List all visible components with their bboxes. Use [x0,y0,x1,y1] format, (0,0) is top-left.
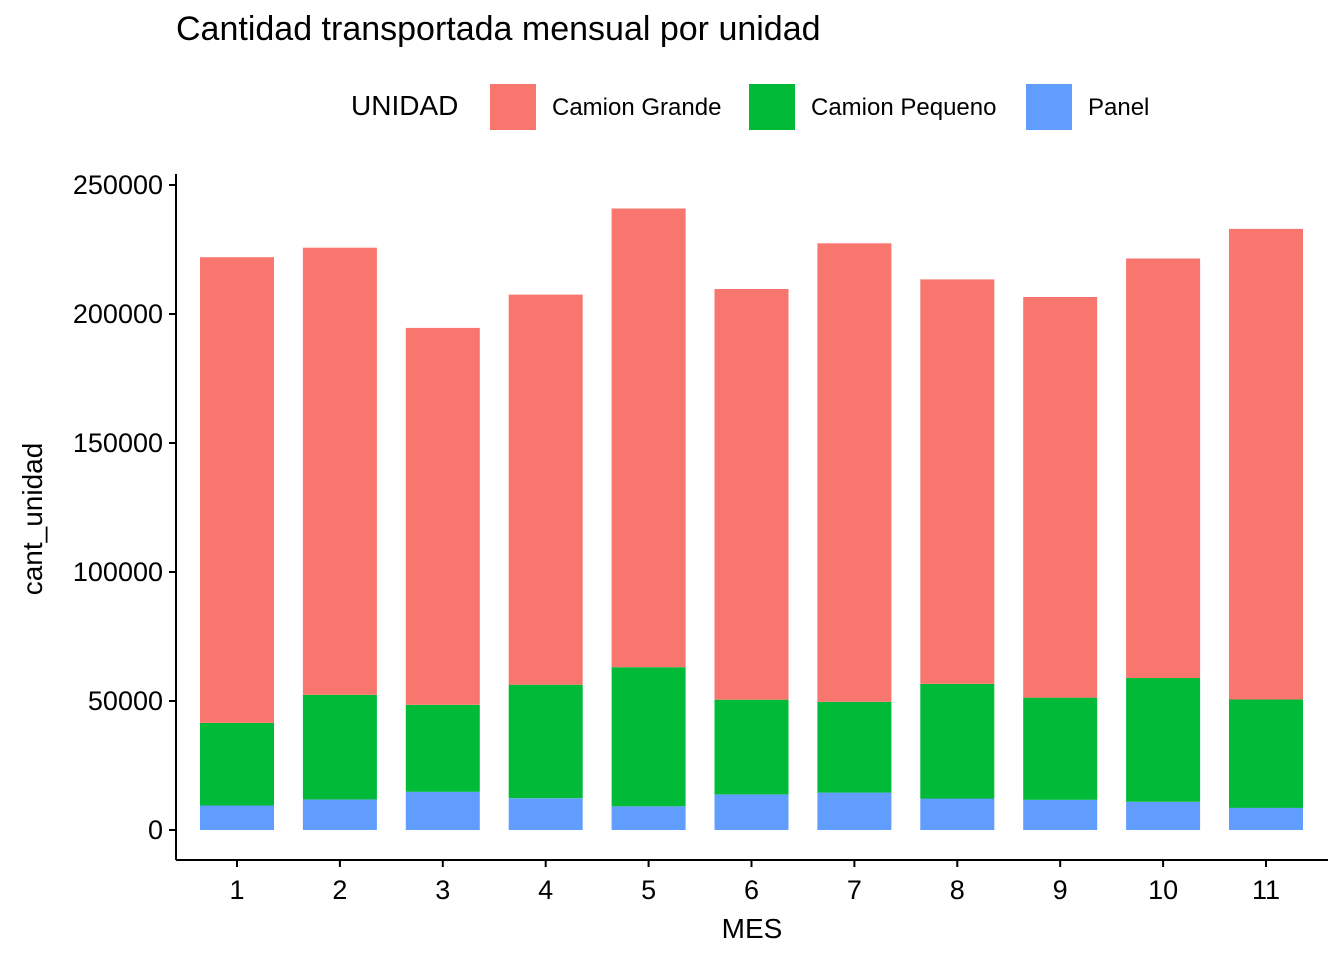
y-tick-label: 250000 [73,170,163,200]
bar-camion-pequeno-mes-10 [1126,678,1201,802]
bar-panel-mes-9 [1023,799,1098,830]
y-tick-label: 50000 [88,686,163,716]
bar-camion-pequeno-mes-3 [405,704,480,792]
y-axis-title: cant_unidad [17,443,48,596]
bar-panel-mes-1 [200,805,274,830]
x-axis-title: MES [722,913,783,944]
legend-swatch-camion-pequeno [749,84,795,130]
chart-title: Cantidad transportada mensual por unidad [176,10,821,48]
bar-camion-pequeno-mes-6 [714,699,789,795]
bar-panel-mes-4 [508,798,583,830]
bar-camion-grande-mes-3 [405,327,480,705]
bar-panel-mes-7 [817,792,892,830]
y-tick-label: 0 [148,815,163,845]
legend: UNIDAD Camion Grande Camion Pequeno Pane… [0,82,1344,132]
x-axis-ticks: 1 2 3 4 5 6 7 8 9 10 11 [229,860,1280,905]
y-tick-label: 100000 [73,557,163,587]
bar-camion-grande-mes-6 [714,289,789,700]
bar-panel-mes-6 [714,794,789,830]
bar-panel-mes-10 [1126,801,1201,830]
bar-camion-grande-mes-5 [611,208,686,668]
bar-camion-pequeno-mes-8 [920,684,995,799]
bar-camion-grande-mes-4 [508,294,583,685]
x-tick-label: 5 [641,875,656,905]
x-tick-label: 1 [229,875,244,905]
bar-camion-pequeno-mes-7 [817,701,892,793]
bar-camion-grande-mes-9 [1023,297,1098,698]
x-tick-label: 11 [1252,875,1280,905]
x-tick-label: 8 [950,875,965,905]
bar-camion-grande-mes-11 [1229,228,1303,700]
y-axis-ticks: 0 50000 100000 150000 200000 250000 [73,170,176,845]
bar-panel-mes-2 [302,799,377,830]
bar-camion-pequeno-mes-11 [1229,699,1303,808]
bar-camion-pequeno-mes-2 [302,694,377,800]
bar-camion-grande-mes-2 [302,247,377,695]
x-tick-label: 6 [744,875,759,905]
legend-label-panel: Panel [1088,94,1150,121]
bar-panel-mes-5 [611,806,686,830]
y-tick-label: 200000 [73,299,163,329]
x-tick-label: 9 [1053,875,1068,905]
legend-swatch-panel [1026,84,1072,130]
bars-layer [200,208,1303,830]
x-tick-label: 7 [847,875,862,905]
x-tick-label: 3 [435,875,450,905]
bar-camion-grande-mes-7 [817,243,892,702]
legend-label-camion-pequeno: Camion Pequeno [811,94,997,121]
bar-panel-mes-8 [920,798,995,830]
bar-camion-pequeno-mes-4 [508,684,583,799]
bar-camion-pequeno-mes-1 [200,722,274,806]
x-tick-label: 10 [1148,875,1178,905]
bar-camion-grande-mes-8 [920,279,995,684]
bar-camion-grande-mes-1 [200,257,274,723]
bar-panel-mes-3 [405,791,480,830]
x-tick-label: 2 [332,875,347,905]
x-tick-label: 4 [538,875,553,905]
bar-camion-grande-mes-10 [1126,258,1201,678]
y-tick-label: 150000 [73,428,163,458]
legend-title: UNIDAD [351,90,459,121]
bar-camion-pequeno-mes-9 [1023,697,1098,800]
bar-camion-pequeno-mes-5 [611,667,686,807]
legend-label-camion-grande: Camion Grande [552,94,722,121]
bar-panel-mes-11 [1229,807,1303,830]
legend-swatch-camion-grande [490,84,536,130]
